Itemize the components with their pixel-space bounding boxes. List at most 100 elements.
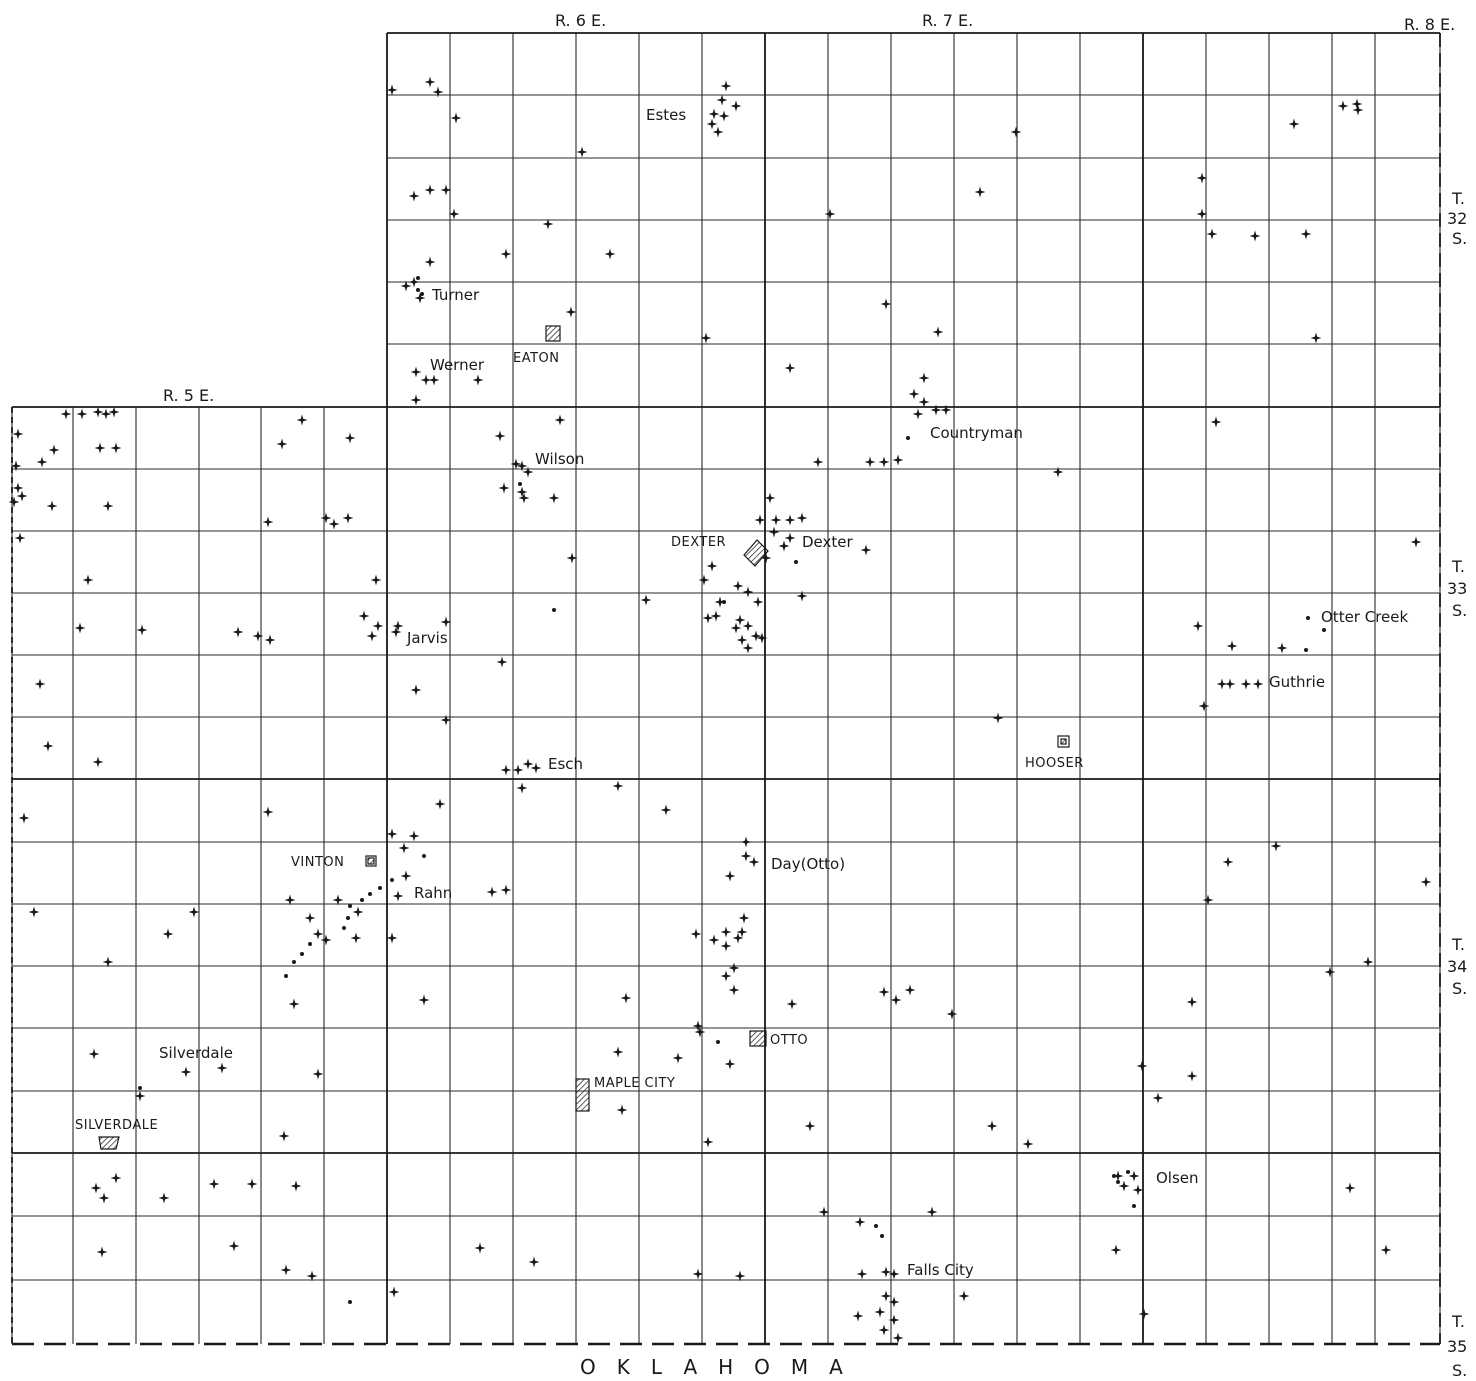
well-symbol-190 xyxy=(732,932,744,944)
well-symbol-213 xyxy=(672,1052,684,1064)
well-symbol-197 xyxy=(288,998,300,1010)
well-symbol-209 xyxy=(180,1066,192,1078)
well-symbol-202 xyxy=(890,994,902,1006)
well-symbol-161 xyxy=(740,836,752,848)
well-symbol-158 xyxy=(386,828,398,840)
well-symbol-113 xyxy=(232,626,244,638)
well-symbol-17 xyxy=(408,190,420,202)
well-symbol-110 xyxy=(440,616,452,628)
well-symbol-148 xyxy=(500,764,512,776)
small-well-symbol-10 xyxy=(1322,628,1326,632)
well-symbol-231 xyxy=(290,1180,302,1192)
well-symbol-253 xyxy=(958,1290,970,1302)
well-symbol-259 xyxy=(888,1314,900,1326)
well-symbol-0 xyxy=(386,84,398,96)
well-symbol-12 xyxy=(1010,126,1022,138)
town-label-hooser: HOOSER xyxy=(1025,756,1084,771)
well-symbol-28 xyxy=(1206,228,1218,240)
well-symbol-160 xyxy=(398,842,410,854)
well-symbol-252 xyxy=(888,1268,900,1280)
well-symbol-251 xyxy=(880,1266,892,1278)
well-symbol-244 xyxy=(1110,1244,1122,1256)
well-symbol-122 xyxy=(702,612,714,624)
well-symbol-218 xyxy=(1186,1070,1198,1082)
well-symbol-56 xyxy=(110,442,122,454)
well-symbol-51 xyxy=(912,408,924,420)
field-label-countryman: Countryman xyxy=(930,424,1023,442)
well-symbol-15 xyxy=(1351,98,1363,110)
well-symbol-216 xyxy=(616,1104,628,1116)
well-symbol-86 xyxy=(14,532,26,544)
well-symbol-20 xyxy=(448,208,460,220)
well-symbol-234 xyxy=(1118,1180,1130,1192)
svg-text:S.: S. xyxy=(1452,229,1467,248)
well-symbol-7 xyxy=(730,100,742,112)
well-symbol-227 xyxy=(98,1192,110,1204)
well-symbol-39 xyxy=(1310,332,1322,344)
well-symbol-107 xyxy=(372,620,384,632)
silverdale-town-symbol xyxy=(98,1136,120,1150)
well-symbol-221 xyxy=(702,1136,714,1148)
well-symbol-54 xyxy=(48,444,60,456)
well-symbol-119 xyxy=(742,586,754,598)
town-label-vinton: VINTON xyxy=(291,855,344,870)
well-symbol-95 xyxy=(796,512,808,524)
well-symbol-154 xyxy=(18,812,30,824)
svg-text:T.: T. xyxy=(1451,557,1465,576)
well-symbol-1 xyxy=(424,76,436,88)
well-symbol-61 xyxy=(8,496,20,508)
well-symbol-64 xyxy=(60,408,72,420)
field-label-esch: Esch xyxy=(548,755,583,773)
well-symbol-143 xyxy=(1252,678,1264,690)
well-symbol-66 xyxy=(92,406,104,418)
well-symbol-261 xyxy=(892,1332,904,1344)
well-symbol-228 xyxy=(158,1192,170,1204)
well-symbol-204 xyxy=(946,1008,958,1020)
field-label-rahn: Rahn xyxy=(414,884,452,902)
section-grid xyxy=(11,32,1441,1344)
well-symbol-225 xyxy=(90,1182,102,1194)
well-symbol-74 xyxy=(812,456,824,468)
svg-text:S.: S. xyxy=(1452,1361,1467,1380)
hooser-town-symbol xyxy=(1057,735,1070,748)
well-symbol-4 xyxy=(576,146,588,158)
well-symbol-256 xyxy=(880,1290,892,1302)
well-symbol-71 xyxy=(344,432,356,444)
well-symbol-21 xyxy=(542,218,554,230)
well-symbol-181 xyxy=(350,932,362,944)
well-symbol-186 xyxy=(1362,956,1374,968)
small-well-symbol-6 xyxy=(722,600,726,604)
well-symbol-103 xyxy=(82,574,94,586)
well-symbol-42 xyxy=(428,374,440,386)
well-symbol-166 xyxy=(486,886,498,898)
well-symbol-98 xyxy=(778,540,790,552)
township-label-33s: T. 33 S. xyxy=(1447,557,1467,620)
well-symbol-260 xyxy=(878,1324,890,1336)
well-symbol-79 xyxy=(510,458,522,470)
well-symbol-152 xyxy=(516,782,528,794)
well-symbol-45 xyxy=(784,362,796,374)
well-symbol-43 xyxy=(472,374,484,386)
well-symbol-255 xyxy=(852,1310,864,1322)
small-well-symbol-20 xyxy=(300,952,304,956)
well-symbol-60 xyxy=(16,490,28,502)
well-symbol-210 xyxy=(216,1062,228,1074)
town-label-otto: OTTO xyxy=(770,1033,808,1048)
small-well-symbol-30 xyxy=(138,1086,142,1090)
well-symbol-222 xyxy=(804,1120,816,1132)
well-symbol-90 xyxy=(342,512,354,524)
well-symbol-188 xyxy=(708,934,720,946)
well-symbol-46 xyxy=(918,372,930,384)
well-symbol-127 xyxy=(736,634,748,646)
well-symbol-135 xyxy=(1276,642,1288,654)
well-symbol-70 xyxy=(296,414,308,426)
well-symbol-26 xyxy=(1196,172,1208,184)
well-symbol-22 xyxy=(500,248,512,260)
well-symbol-229 xyxy=(208,1178,220,1190)
well-symbol-87 xyxy=(262,516,274,528)
township-label-35s: T. 35 S. xyxy=(1447,1312,1467,1380)
well-symbol-14 xyxy=(1337,100,1349,112)
well-symbol-205 xyxy=(1186,996,1198,1008)
well-symbol-137 xyxy=(410,684,422,696)
well-symbol-192 xyxy=(736,926,748,938)
